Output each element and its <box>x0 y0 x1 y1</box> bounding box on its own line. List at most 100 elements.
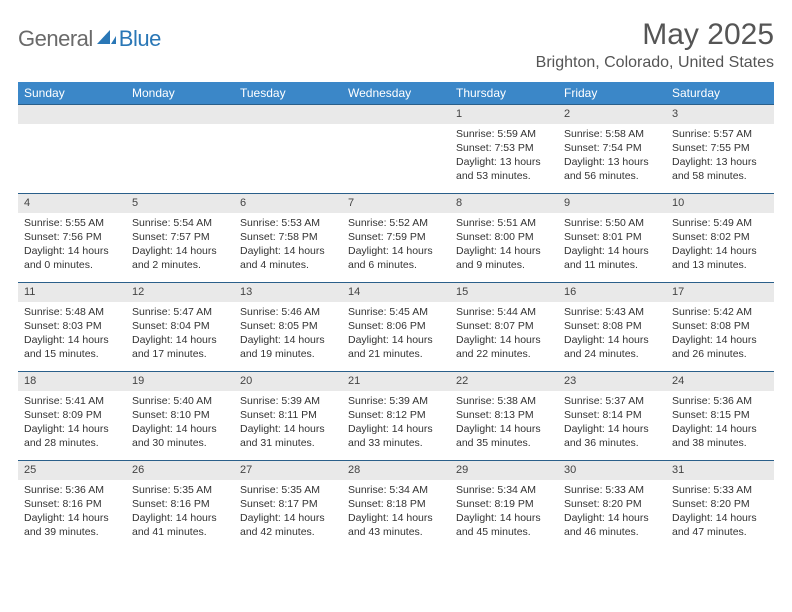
sunrise-text: Sunrise: 5:34 AM <box>348 483 444 497</box>
day-number: 4 <box>18 194 126 213</box>
sunrise-text: Sunrise: 5:51 AM <box>456 216 552 230</box>
daylight-text: Daylight: 14 hours and 22 minutes. <box>456 333 552 361</box>
day-body: Sunrise: 5:59 AMSunset: 7:53 PMDaylight:… <box>450 124 558 190</box>
daylight-text: Daylight: 14 hours and 33 minutes. <box>348 422 444 450</box>
day-number: 23 <box>558 372 666 391</box>
daylight-text: Daylight: 14 hours and 15 minutes. <box>24 333 120 361</box>
calendar-week: 11Sunrise: 5:48 AMSunset: 8:03 PMDayligh… <box>18 282 774 371</box>
day-body <box>234 124 342 133</box>
sunset-text: Sunset: 8:19 PM <box>456 497 552 511</box>
sunset-text: Sunset: 8:04 PM <box>132 319 228 333</box>
daylight-text: Daylight: 14 hours and 24 minutes. <box>564 333 660 361</box>
day-number: 11 <box>18 283 126 302</box>
sunrise-text: Sunrise: 5:33 AM <box>672 483 768 497</box>
day-number: 9 <box>558 194 666 213</box>
day-number: 14 <box>342 283 450 302</box>
day-body <box>18 124 126 133</box>
sunset-text: Sunset: 8:11 PM <box>240 408 336 422</box>
sunrise-text: Sunrise: 5:33 AM <box>564 483 660 497</box>
sunset-text: Sunset: 8:08 PM <box>672 319 768 333</box>
daylight-text: Daylight: 14 hours and 28 minutes. <box>24 422 120 450</box>
sunrise-text: Sunrise: 5:36 AM <box>24 483 120 497</box>
day-body: Sunrise: 5:58 AMSunset: 7:54 PMDaylight:… <box>558 124 666 190</box>
daylight-text: Daylight: 14 hours and 26 minutes. <box>672 333 768 361</box>
day-number <box>126 105 234 124</box>
daylight-text: Daylight: 14 hours and 45 minutes. <box>456 511 552 539</box>
calendar-day: 4Sunrise: 5:55 AMSunset: 7:56 PMDaylight… <box>18 194 126 282</box>
day-body: Sunrise: 5:36 AMSunset: 8:15 PMDaylight:… <box>666 391 774 457</box>
day-body: Sunrise: 5:54 AMSunset: 7:57 PMDaylight:… <box>126 213 234 279</box>
dow-cell: Wednesday <box>342 82 450 104</box>
calendar-day: 3Sunrise: 5:57 AMSunset: 7:55 PMDaylight… <box>666 105 774 193</box>
sunset-text: Sunset: 8:07 PM <box>456 319 552 333</box>
calendar-day <box>342 105 450 193</box>
sunrise-text: Sunrise: 5:38 AM <box>456 394 552 408</box>
sunrise-text: Sunrise: 5:58 AM <box>564 127 660 141</box>
sunset-text: Sunset: 7:58 PM <box>240 230 336 244</box>
sunrise-text: Sunrise: 5:35 AM <box>132 483 228 497</box>
calendar-day: 15Sunrise: 5:44 AMSunset: 8:07 PMDayligh… <box>450 283 558 371</box>
sunrise-text: Sunrise: 5:47 AM <box>132 305 228 319</box>
day-number: 12 <box>126 283 234 302</box>
calendar-day: 14Sunrise: 5:45 AMSunset: 8:06 PMDayligh… <box>342 283 450 371</box>
calendar-day: 29 Sunrise: 5:34 AMSunset: 8:19 PMDayligh… <box>450 461 558 549</box>
daylight-text: Daylight: 13 hours and 58 minutes. <box>672 155 768 183</box>
sunset-text: Sunset: 7:59 PM <box>348 230 444 244</box>
calendar-day: 20Sunrise: 5:39 AMSunset: 8:11 PMDayligh… <box>234 372 342 460</box>
sunrise-text: Sunrise: 5:48 AM <box>24 305 120 319</box>
sunset-text: Sunset: 8:03 PM <box>24 319 120 333</box>
day-number <box>342 105 450 124</box>
sunrise-text: Sunrise: 5:55 AM <box>24 216 120 230</box>
daylight-text: Daylight: 14 hours and 36 minutes. <box>564 422 660 450</box>
daylight-text: Daylight: 14 hours and 42 minutes. <box>240 511 336 539</box>
sunrise-text: Sunrise: 5:34 AM <box>456 483 552 497</box>
calendar-day: 6Sunrise: 5:53 AMSunset: 7:58 PMDaylight… <box>234 194 342 282</box>
sunset-text: Sunset: 8:20 PM <box>672 497 768 511</box>
calendar-week: 25Sunrise: 5:36 AMSunset: 8:16 PMDayligh… <box>18 460 774 549</box>
calendar-day: 16Sunrise: 5:43 AMSunset: 8:08 PMDayligh… <box>558 283 666 371</box>
day-number: 26 <box>126 461 234 480</box>
daylight-text: Daylight: 14 hours and 9 minutes. <box>456 244 552 272</box>
sunset-text: Sunset: 8:15 PM <box>672 408 768 422</box>
daylight-text: Daylight: 13 hours and 53 minutes. <box>456 155 552 183</box>
day-body: Sunrise: 5:51 AMSunset: 8:00 PMDaylight:… <box>450 213 558 279</box>
dow-cell: Friday <box>558 82 666 104</box>
calendar-day: 17Sunrise: 5:42 AMSunset: 8:08 PMDayligh… <box>666 283 774 371</box>
sunrise-text: Sunrise: 5:36 AM <box>672 394 768 408</box>
day-body: Sunrise: 5:34 AMSunset: 8:18 PMDaylight:… <box>342 480 450 546</box>
calendar-day: 27Sunrise: 5:35 AMSunset: 8:17 PMDayligh… <box>234 461 342 549</box>
day-body: Sunrise: 5:33 AMSunset: 8:20 PMDaylight:… <box>558 480 666 546</box>
daylight-text: Daylight: 14 hours and 11 minutes. <box>564 244 660 272</box>
day-body: Sunrise: 5:52 AMSunset: 7:59 PMDaylight:… <box>342 213 450 279</box>
sunset-text: Sunset: 8:20 PM <box>564 497 660 511</box>
day-number: 15 <box>450 283 558 302</box>
sunset-text: Sunset: 8:18 PM <box>348 497 444 511</box>
day-body: Sunrise: 5:42 AMSunset: 8:08 PMDaylight:… <box>666 302 774 368</box>
calendar-day: 11Sunrise: 5:48 AMSunset: 8:03 PMDayligh… <box>18 283 126 371</box>
day-number: 18 <box>18 372 126 391</box>
sunset-text: Sunset: 7:55 PM <box>672 141 768 155</box>
day-number <box>18 105 126 124</box>
sunset-text: Sunset: 8:08 PM <box>564 319 660 333</box>
day-body <box>126 124 234 133</box>
sunset-text: Sunset: 8:13 PM <box>456 408 552 422</box>
sunrise-text: Sunrise: 5:45 AM <box>348 305 444 319</box>
page-title: May 2025 <box>536 18 774 52</box>
sunset-text: Sunset: 7:56 PM <box>24 230 120 244</box>
calendar-week: 1Sunrise: 5:59 AMSunset: 7:53 PMDaylight… <box>18 104 774 193</box>
day-body: Sunrise: 5:33 AMSunset: 8:20 PMDaylight:… <box>666 480 774 546</box>
day-body: Sunrise: 5:39 AMSunset: 8:12 PMDaylight:… <box>342 391 450 457</box>
dow-cell: Saturday <box>666 82 774 104</box>
day-number: 7 <box>342 194 450 213</box>
sunrise-text: Sunrise: 5:37 AM <box>564 394 660 408</box>
dow-cell: Monday <box>126 82 234 104</box>
location-text: Brighton, Colorado, United States <box>536 54 774 72</box>
daylight-text: Daylight: 14 hours and 30 minutes. <box>132 422 228 450</box>
day-number: 22 <box>450 372 558 391</box>
day-body: Sunrise: 5:46 AMSunset: 8:05 PMDaylight:… <box>234 302 342 368</box>
day-number: 29 <box>450 461 558 480</box>
logo: General Blue <box>18 18 161 52</box>
day-body: Sunrise: 5:48 AMSunset: 8:03 PMDaylight:… <box>18 302 126 368</box>
day-body: Sunrise: 5:53 AMSunset: 7:58 PMDaylight:… <box>234 213 342 279</box>
sunset-text: Sunset: 7:54 PM <box>564 141 660 155</box>
